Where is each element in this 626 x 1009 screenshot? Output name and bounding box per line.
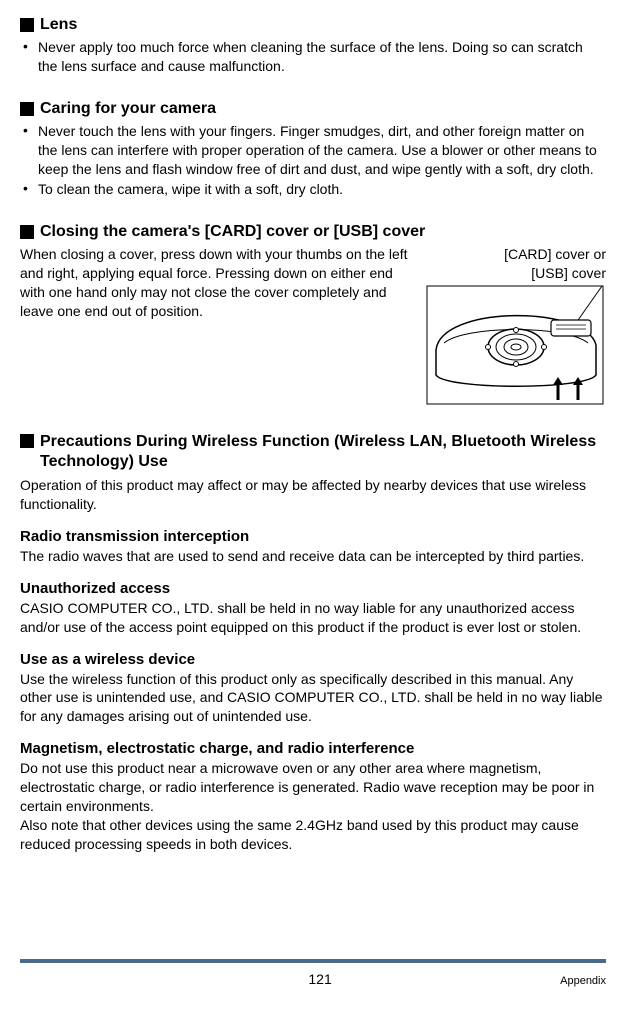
section-title-caring: Caring for your camera [40, 100, 216, 118]
cover-side: [CARD] cover or [USB] cover [426, 245, 606, 410]
page-number: 121 [80, 971, 560, 987]
bullet-dot: • [20, 38, 38, 76]
section-title-closing: Closing the camera's [CARD] cover or [US… [40, 223, 425, 241]
bullet-row: • To clean the camera, wipe it with a so… [20, 180, 606, 199]
bullet-dot: • [20, 122, 38, 179]
subhead-radio: Radio transmission interception [20, 528, 606, 545]
body-radio: The radio waves that are used to send an… [20, 547, 606, 566]
cover-label-line2: [USB] cover [531, 265, 606, 281]
bullet-text: Never touch the lens with your fingers. … [38, 122, 606, 179]
bullet-dot: • [20, 180, 38, 199]
bullet-row: • Never apply too much force when cleani… [20, 38, 606, 76]
section-marker [20, 102, 34, 116]
subhead-use: Use as a wireless device [20, 651, 606, 668]
section-header-caring: Caring for your camera [20, 100, 606, 118]
camera-cover-illustration [426, 285, 604, 405]
section-title-precautions: Precautions During Wireless Function (Wi… [40, 432, 606, 472]
body-magnetism-2: Also note that other devices using the s… [20, 816, 606, 854]
cover-label-line1: [CARD] cover or [504, 246, 606, 262]
section-header-precautions: Precautions During Wireless Function (Wi… [20, 432, 606, 472]
bullet-row: • Never touch the lens with your fingers… [20, 122, 606, 179]
subhead-unauth: Unauthorized access [20, 580, 606, 597]
section-header-closing: Closing the camera's [CARD] cover or [US… [20, 223, 606, 241]
section-header-lens: Lens [20, 16, 606, 34]
section-marker [20, 225, 34, 239]
body-magnetism-1: Do not use this product near a microwave… [20, 759, 606, 816]
section-marker [20, 434, 34, 448]
body-unauth: CASIO COMPUTER CO., LTD. shall be held i… [20, 599, 606, 637]
footer: 121 Appendix [20, 959, 606, 987]
subhead-magnetism: Magnetism, electrostatic charge, and rad… [20, 740, 606, 757]
precautions-intro: Operation of this product may affect or … [20, 476, 606, 514]
closing-body: When closing a cover, press down with yo… [20, 245, 416, 410]
footer-row: 121 Appendix [20, 971, 606, 987]
section-marker [20, 18, 34, 32]
section-title-lens: Lens [40, 16, 77, 34]
bullet-text: Never apply too much force when cleaning… [38, 38, 606, 76]
cover-label: [CARD] cover or [USB] cover [426, 245, 606, 283]
cover-block: When closing a cover, press down with yo… [20, 245, 606, 410]
footer-bar [20, 959, 606, 963]
bullet-text: To clean the camera, wipe it with a soft… [38, 180, 343, 199]
footer-appendix: Appendix [560, 975, 606, 987]
body-use: Use the wireless function of this produc… [20, 670, 606, 727]
